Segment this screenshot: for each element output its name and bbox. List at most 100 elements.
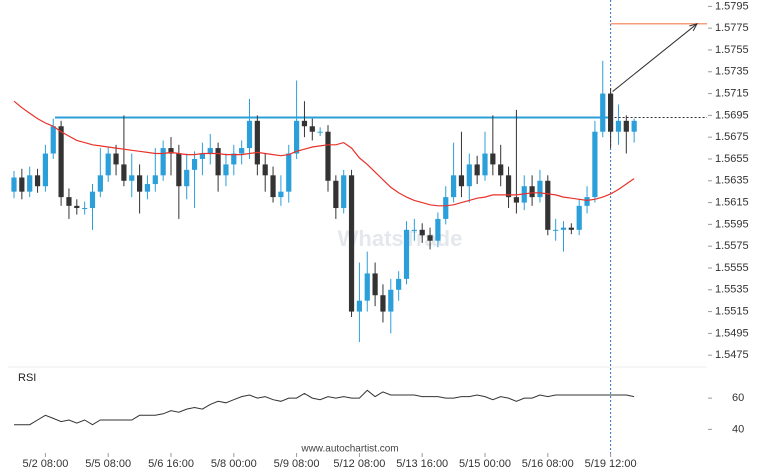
x-tick-label: 5/2 08:00 (22, 458, 68, 470)
candle-body (42, 153, 48, 187)
candle-body (537, 180, 543, 198)
y-tick-label: 1.5755 (715, 44, 749, 56)
candle-body (215, 148, 221, 176)
candle-body (129, 175, 135, 181)
candle-body (498, 164, 504, 176)
candle-body (513, 197, 519, 203)
rsi-line (14, 389, 635, 426)
y-tick-label: 1.5475 (715, 349, 749, 361)
x-tick-label: 5/16 08:00 (522, 458, 574, 470)
candle-body (545, 180, 551, 230)
candle-body (584, 197, 590, 206)
x-tick-label: 5/5 08:00 (85, 458, 131, 470)
candle-body (113, 153, 119, 165)
x-tick-label: 5/9 08:00 (274, 458, 320, 470)
y-tick-label: 1.5635 (715, 175, 749, 187)
candle-body (286, 153, 292, 192)
candle-body (388, 289, 394, 312)
candle-body (19, 177, 25, 192)
rsi-label: RSI (18, 372, 36, 384)
candle-body (529, 186, 535, 198)
y-tick-label: 1.5555 (715, 262, 749, 274)
candle-body (419, 229, 425, 236)
y-tick-label: 1.5595 (715, 218, 749, 230)
candle-body (27, 175, 33, 192)
y-tick-label: 1.5715 (715, 87, 749, 99)
y-tick-label: 1.5695 (715, 109, 749, 121)
candle-body (396, 278, 402, 290)
candle-body (89, 191, 96, 209)
candle-body (121, 164, 127, 181)
candle-body (317, 131, 323, 133)
candle-body (184, 169, 190, 187)
y-tick-label: 1.5795 (715, 0, 749, 12)
arrow-head (689, 22, 699, 32)
x-tick-label: 5/8 00:00 (211, 458, 257, 470)
candle-body (294, 120, 300, 154)
y-tick-label: 1.5535 (715, 284, 749, 296)
candle-body (403, 229, 410, 279)
candle-body (278, 191, 284, 198)
candle-body (443, 197, 449, 219)
candle-body (58, 126, 64, 198)
projection-arrow (612, 23, 698, 92)
y-tick-label: 1.5675 (715, 131, 749, 143)
candle-body (553, 229, 559, 231)
candle-body (325, 131, 331, 181)
candle-body (160, 148, 166, 176)
candle-body (301, 120, 308, 127)
rsi-y-tick-label: 40 (732, 423, 744, 435)
candle-body (458, 175, 465, 187)
candle-body (568, 227, 574, 230)
candle-body (262, 164, 268, 176)
candle-body (246, 120, 253, 149)
candle-body (66, 197, 72, 206)
y-tick-label: 1.5495 (715, 327, 749, 339)
candle-body (623, 120, 629, 132)
candle-body (615, 120, 622, 132)
candle-body (199, 153, 205, 159)
candle-body (176, 153, 182, 187)
candle-body (144, 184, 151, 192)
y-tick-label: 1.5735 (715, 66, 749, 78)
x-tick-label: 5/12 08:00 (333, 458, 385, 470)
candle-body (341, 175, 347, 209)
candle-body (137, 175, 143, 192)
candle-body (411, 229, 417, 231)
candle-body (191, 158, 198, 170)
candle-body (631, 120, 637, 132)
rsi-y-tick-label: 60 (732, 392, 744, 404)
candle-body (356, 300, 362, 312)
candle-body (560, 227, 567, 230)
y-tick-label: 1.5515 (715, 305, 749, 317)
candle-body (270, 175, 276, 198)
candle-body (474, 164, 480, 176)
candle-body (97, 175, 103, 192)
candle-body (207, 148, 213, 154)
x-tick-label: 5/6 16:00 (148, 458, 194, 470)
candle-body (466, 164, 472, 187)
candle-body (576, 205, 582, 230)
x-tick-label: 5/15 00:00 (459, 458, 511, 470)
candle-body (364, 273, 370, 301)
candle-body (435, 218, 441, 241)
candle-body (50, 126, 56, 154)
candle-body (427, 235, 433, 241)
candle-body (168, 148, 174, 154)
watermark: WhatsTrade (338, 226, 463, 251)
x-tick-label: 5/13 16:00 (396, 458, 448, 470)
candle-body (34, 175, 41, 187)
candle-body (105, 153, 111, 176)
candle-body (608, 93, 614, 132)
candle-body (152, 175, 158, 185)
candle-body (333, 180, 339, 209)
candle-body (505, 175, 512, 198)
candle-body (239, 148, 245, 154)
candle-body (82, 208, 88, 210)
moving-average (13, 100, 635, 207)
candle-body (372, 273, 378, 296)
candle-body (592, 131, 598, 198)
candle-body (254, 120, 260, 165)
